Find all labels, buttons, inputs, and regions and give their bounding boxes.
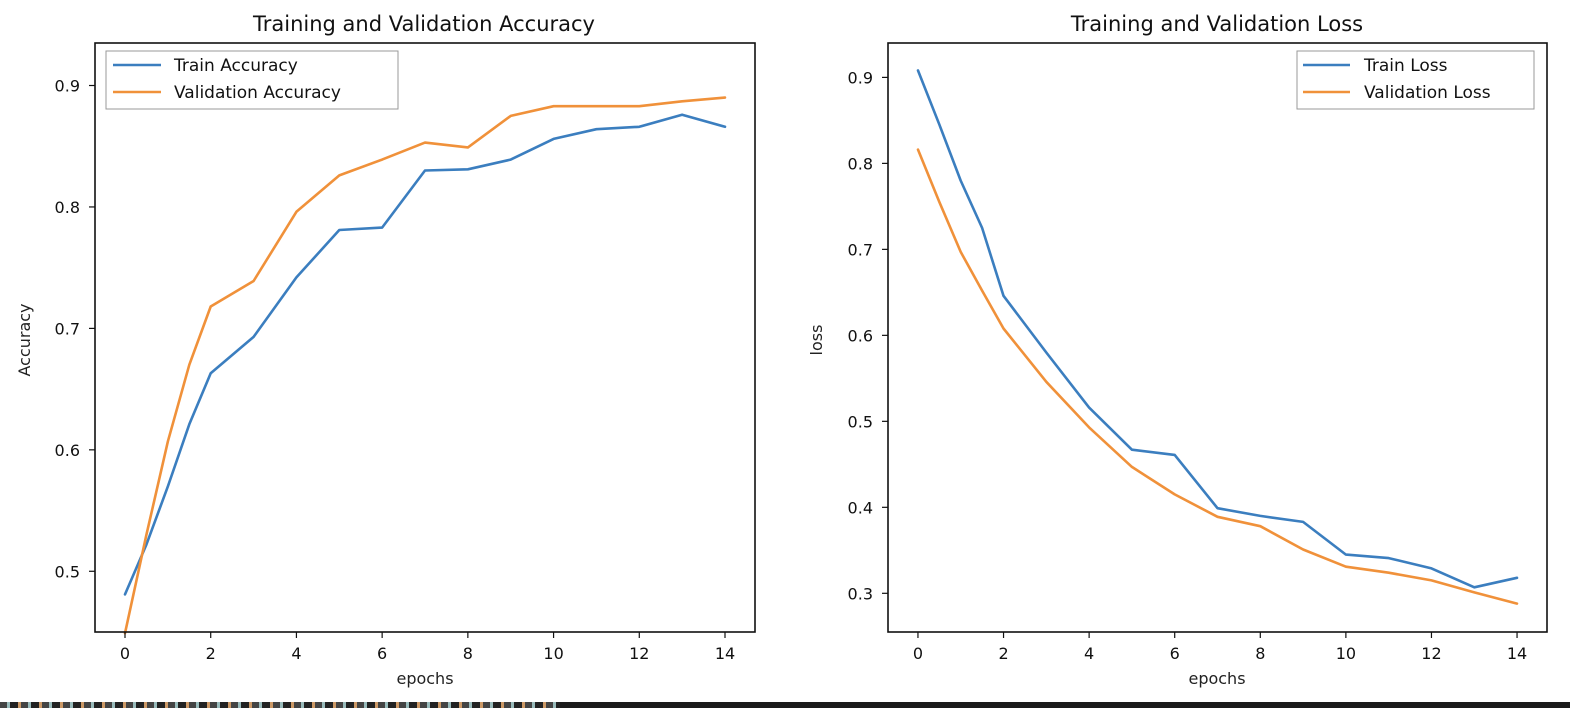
legend-label-train-loss: Train Loss — [1363, 56, 1448, 76]
loss-x-tick-label: 0 — [913, 644, 923, 663]
accuracy-x-tick-label: 8 — [463, 644, 473, 663]
series-line-validation-loss — [916, 148, 1519, 605]
series-line-train-accuracy — [123, 113, 727, 596]
accuracy-chart: Training and Validation Accuracy 0 2 4 6 8 10… — [15, 12, 756, 688]
accuracy-x-axis-label: epochs — [396, 669, 453, 688]
legend-label-train-accuracy: Train Accuracy — [173, 56, 298, 76]
accuracy-x-tick-label: 10 — [543, 644, 563, 663]
loss-y-tick-label: 0.3 — [848, 584, 873, 603]
accuracy-y-tick-label: 0.7 — [55, 319, 80, 338]
loss-x-tick-label: 10 — [1336, 644, 1356, 663]
bottom-edge-strip — [0, 702, 560, 708]
accuracy-chart-title: Training and Validation Accuracy — [252, 12, 595, 36]
loss-x-tick-label: 6 — [1170, 644, 1180, 663]
loss-x-axis-label: epochs — [1188, 669, 1245, 688]
loss-chart-title: Training and Validation Loss — [1070, 12, 1363, 36]
loss-x-tick-label: 14 — [1507, 644, 1527, 663]
bottom-edge-bar — [560, 702, 1570, 708]
loss-y-tick-label: 0.9 — [848, 68, 873, 87]
accuracy-x-tick-label: 6 — [377, 644, 387, 663]
loss-chart: Training and Validation Loss 0 2 4 6 8 10 12 14… — [807, 12, 1548, 688]
loss-x-tick-label: 8 — [1255, 644, 1265, 663]
loss-x-tick-label: 4 — [1084, 644, 1094, 663]
accuracy-plot-area — [94, 42, 756, 633]
legend-label-validation-accuracy: Validation Accuracy — [174, 83, 341, 103]
accuracy-x-tick-label: 4 — [291, 644, 301, 663]
loss-y-axis-label: loss — [807, 325, 826, 356]
accuracy-y-tick-label: 0.9 — [55, 77, 80, 96]
accuracy-x-tick-label: 0 — [120, 644, 130, 663]
accuracy-legend: Train Accuracy Validation Accuracy — [105, 50, 399, 110]
series-line-train-loss — [916, 69, 1519, 589]
loss-x-tick-label: 12 — [1421, 644, 1441, 663]
legend-label-validation-loss: Validation Loss — [1364, 83, 1491, 103]
accuracy-x-tick-label: 14 — [715, 644, 735, 663]
loss-legend: Train Loss Validation Loss — [1296, 50, 1535, 110]
loss-y-tick-label: 0.6 — [848, 326, 873, 345]
loss-legend-box — [1296, 50, 1535, 110]
loss-y-tick-label: 0.5 — [848, 412, 873, 431]
loss-y-tick-label: 0.7 — [848, 240, 873, 259]
accuracy-x-tick-label: 2 — [206, 644, 216, 663]
accuracy-y-tick-label: 0.8 — [55, 198, 80, 217]
loss-x-tick-label: 2 — [998, 644, 1008, 663]
accuracy-x-tick-label: 12 — [629, 644, 649, 663]
loss-y-tick-label: 0.4 — [848, 498, 873, 517]
loss-plot-area — [887, 42, 1548, 633]
accuracy-legend-box — [105, 50, 399, 110]
accuracy-y-axis-label: Accuracy — [15, 303, 34, 376]
accuracy-y-tick-label: 0.5 — [55, 562, 80, 581]
loss-y-tick-label: 0.8 — [848, 154, 873, 173]
series-line-validation-accuracy — [123, 96, 727, 635]
accuracy-y-tick-label: 0.6 — [55, 441, 80, 460]
